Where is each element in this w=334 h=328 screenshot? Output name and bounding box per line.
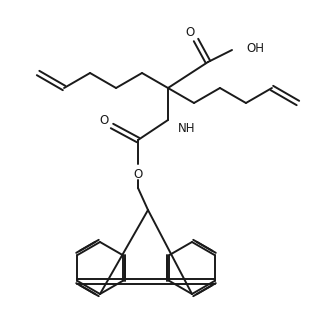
Text: O: O xyxy=(100,113,109,127)
Text: O: O xyxy=(133,168,143,180)
Text: NH: NH xyxy=(178,121,195,134)
Text: O: O xyxy=(185,26,195,38)
Text: OH: OH xyxy=(246,42,264,54)
